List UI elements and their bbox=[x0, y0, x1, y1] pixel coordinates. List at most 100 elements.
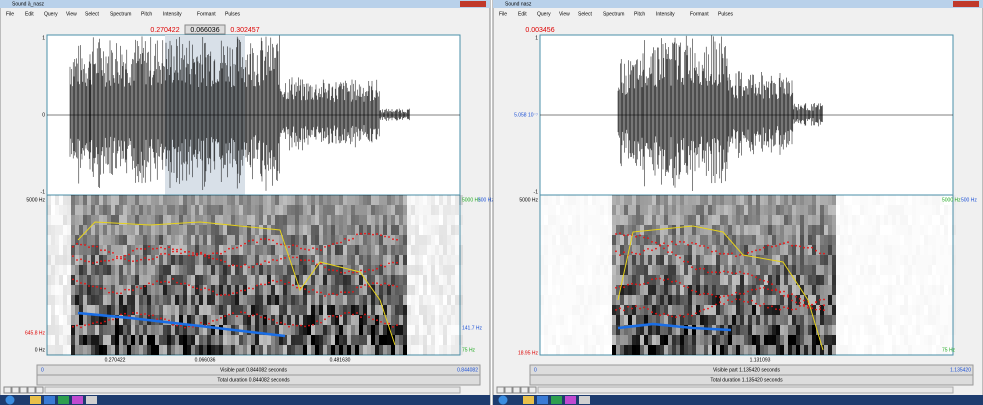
spectrogram-cell bbox=[75, 265, 79, 275]
spectrogram-cell bbox=[303, 315, 307, 325]
zoom-button[interactable] bbox=[528, 386, 537, 394]
zoom-button[interactable] bbox=[11, 386, 20, 394]
spectrogram-cell bbox=[708, 245, 712, 255]
menu-item[interactable]: Formant bbox=[690, 11, 709, 17]
formant-dot bbox=[348, 311, 350, 314]
zoom-button[interactable] bbox=[19, 386, 28, 394]
zoom-button[interactable] bbox=[3, 386, 12, 394]
menu-item[interactable]: Select bbox=[578, 11, 593, 17]
spectrogram-cell bbox=[792, 195, 796, 205]
zoom-button[interactable] bbox=[520, 386, 529, 394]
menu-item[interactable]: File bbox=[499, 11, 507, 17]
formant-dot bbox=[647, 282, 649, 284]
spectrogram-cell bbox=[736, 285, 740, 295]
close-button[interactable] bbox=[460, 1, 486, 7]
spectrogram-cell bbox=[375, 235, 379, 245]
taskbar-icon[interactable] bbox=[72, 396, 83, 404]
spectrogram-cell bbox=[275, 295, 279, 305]
menu-item[interactable]: Intensity bbox=[163, 11, 182, 17]
menu-item[interactable]: Query bbox=[537, 11, 551, 17]
taskbar-icon[interactable] bbox=[565, 396, 576, 404]
taskbar-icon[interactable] bbox=[523, 396, 534, 404]
zoom-button[interactable] bbox=[512, 386, 521, 394]
zoom-button[interactable] bbox=[504, 386, 513, 394]
spectrogram-cell bbox=[387, 225, 391, 235]
menu-item[interactable]: Formant bbox=[197, 11, 216, 17]
taskbar-icon[interactable] bbox=[58, 396, 69, 404]
menu-item[interactable]: Query bbox=[44, 11, 58, 17]
formant-dot bbox=[88, 323, 90, 326]
close-button[interactable] bbox=[953, 1, 979, 7]
zoom-button[interactable] bbox=[27, 386, 36, 394]
spectrogram-cell bbox=[419, 295, 423, 305]
menu-item[interactable]: View bbox=[66, 11, 77, 17]
scrollbar[interactable] bbox=[537, 386, 954, 394]
formant-dot bbox=[328, 269, 330, 271]
taskbar-icon[interactable] bbox=[551, 396, 562, 404]
taskbar-icon[interactable] bbox=[30, 396, 41, 404]
spectrogram-cell bbox=[335, 345, 339, 355]
spectrogram-cell bbox=[700, 255, 704, 265]
spectrogram-cell bbox=[291, 255, 295, 265]
spectrogram-cell bbox=[812, 275, 816, 285]
spectrogram-cell bbox=[640, 215, 644, 225]
spectrogram-cell bbox=[91, 295, 95, 305]
spectrogram-cell bbox=[868, 295, 872, 305]
menu-item[interactable]: Pitch bbox=[141, 11, 152, 17]
formant-dot bbox=[216, 258, 218, 260]
menu-item[interactable]: Spectrum bbox=[110, 11, 131, 17]
start-button[interactable] bbox=[498, 395, 508, 405]
formant-dot bbox=[96, 245, 98, 248]
spectrogram-cell bbox=[251, 285, 255, 295]
taskbar-icon[interactable] bbox=[86, 396, 97, 404]
zoom-button[interactable] bbox=[35, 386, 44, 394]
menu-item[interactable]: Pulses bbox=[718, 11, 734, 17]
taskbar-icon[interactable] bbox=[44, 396, 55, 404]
spectrogram-cell bbox=[179, 275, 183, 285]
spectrogram-cell bbox=[592, 325, 596, 335]
spectrogram-cell bbox=[399, 285, 403, 295]
spectrogram-cell bbox=[784, 305, 788, 315]
menu-item[interactable]: Pulses bbox=[225, 11, 241, 17]
menu-item[interactable]: Intensity bbox=[656, 11, 675, 17]
spectrogram-cell bbox=[544, 295, 548, 305]
spectrogram-cell bbox=[700, 225, 704, 235]
total-bar[interactable] bbox=[529, 374, 974, 386]
spectrogram-cell bbox=[343, 205, 347, 215]
spectrogram-cell bbox=[784, 285, 788, 295]
taskbar-icon[interactable] bbox=[537, 396, 548, 404]
menu-item[interactable]: Select bbox=[85, 11, 100, 17]
spectrogram-cell bbox=[175, 325, 179, 335]
spectrogram-cell bbox=[668, 285, 672, 295]
spectrogram-cell bbox=[159, 295, 163, 305]
spectrogram-cell bbox=[63, 215, 67, 225]
spectrogram-cell bbox=[355, 275, 359, 285]
menu-item[interactable]: Edit bbox=[518, 11, 527, 17]
spectrogram-cell bbox=[656, 205, 660, 215]
taskbar-icon[interactable] bbox=[579, 396, 590, 404]
zoom-button[interactable] bbox=[496, 386, 505, 394]
menu-item[interactable]: Pitch bbox=[634, 11, 645, 17]
total-bar[interactable] bbox=[36, 374, 481, 386]
spectrogram-cell bbox=[840, 195, 844, 205]
menu-item[interactable]: Edit bbox=[25, 11, 34, 17]
spectrogram-cell bbox=[644, 255, 648, 265]
menu-item[interactable]: File bbox=[6, 11, 14, 17]
start-button[interactable] bbox=[5, 395, 15, 405]
spectrogram-cell bbox=[263, 255, 267, 265]
spectrogram-cell bbox=[832, 225, 836, 235]
spectrogram-cell bbox=[267, 265, 271, 275]
spectrogram-cell bbox=[459, 295, 463, 305]
scrollbar[interactable] bbox=[44, 386, 461, 394]
spectrogram-cell bbox=[912, 335, 916, 345]
spectrogram-cell bbox=[115, 265, 119, 275]
formant-dot bbox=[192, 252, 194, 254]
menu-item[interactable]: View bbox=[559, 11, 570, 17]
frequency-label: 645.8 Hz bbox=[25, 330, 46, 336]
menu-item[interactable]: Spectrum bbox=[603, 11, 624, 17]
spectrogram-cell bbox=[832, 195, 836, 205]
spectrogram-cell bbox=[844, 275, 848, 285]
formant-dot bbox=[727, 299, 729, 301]
formant-dot bbox=[755, 276, 757, 278]
spectrogram-cell bbox=[143, 235, 147, 245]
